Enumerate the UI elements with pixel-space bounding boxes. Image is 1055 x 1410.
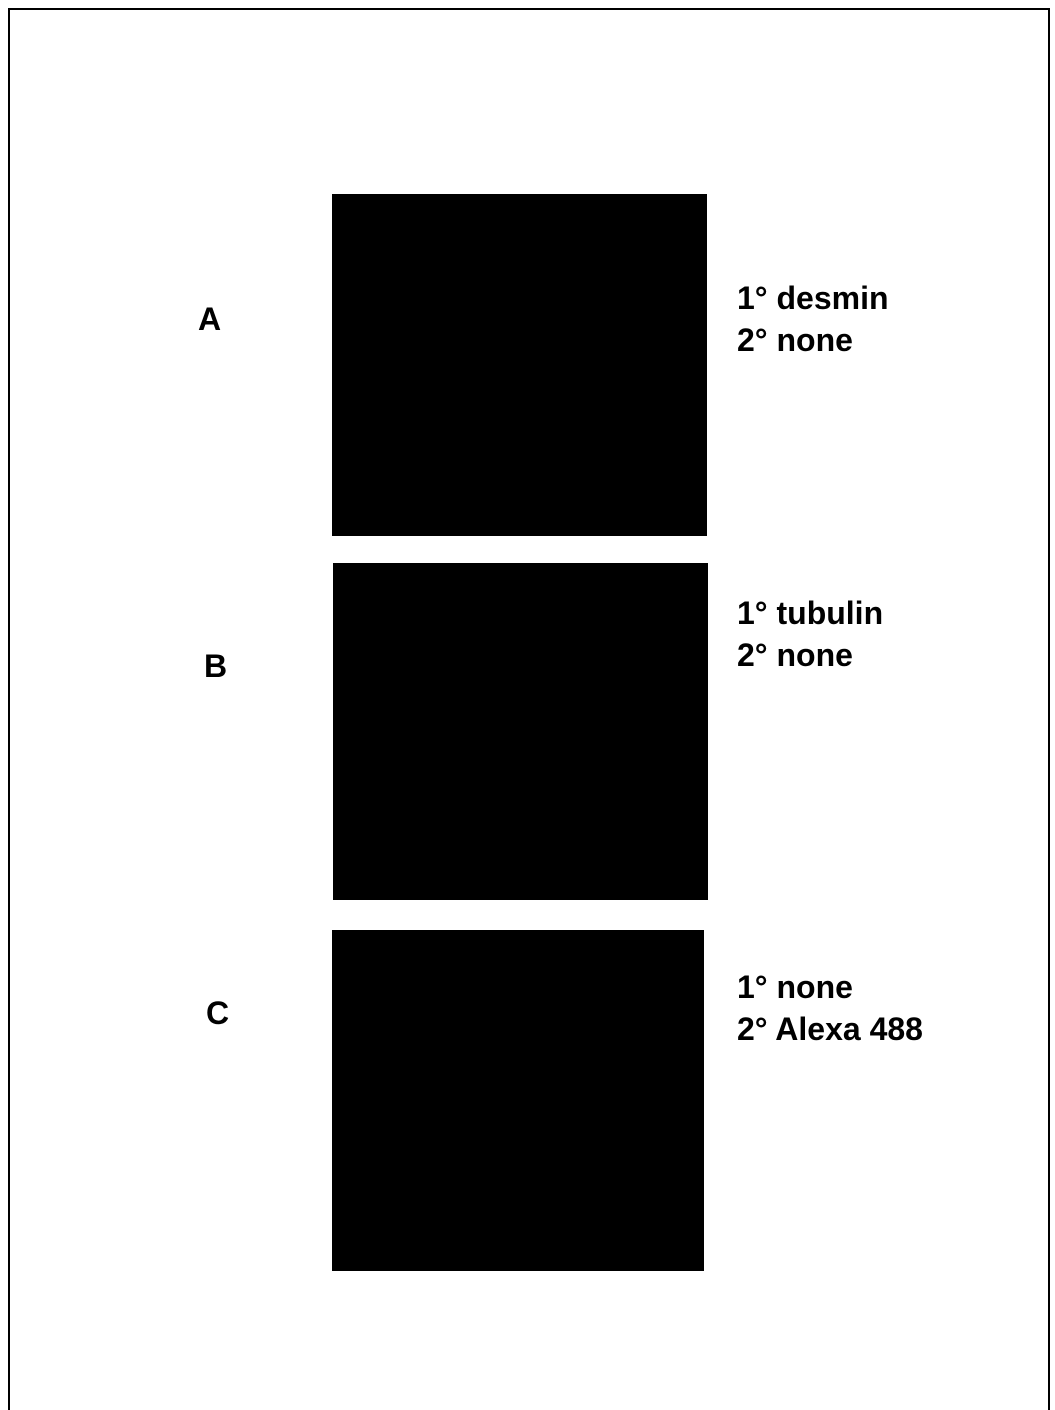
condition-line: 2° none	[737, 634, 883, 676]
micrograph	[333, 563, 708, 900]
micrograph	[332, 930, 704, 1271]
panel-label: C	[206, 997, 229, 1029]
condition-line: 2° Alexa 488	[737, 1008, 923, 1050]
condition-text: 1° desmin 2° none	[737, 277, 889, 361]
condition-line: 1° tubulin	[737, 592, 883, 634]
condition-text: 1° tubulin 2° none	[737, 592, 883, 676]
condition-line: 1° none	[737, 966, 923, 1008]
figure-page: A 1° desmin 2° none B 1° tubulin 2° none…	[0, 0, 1055, 1410]
panel-label: A	[198, 303, 221, 335]
condition-line: 2° none	[737, 319, 889, 361]
micrograph	[332, 194, 707, 536]
condition-line: 1° desmin	[737, 277, 889, 319]
condition-text: 1° none 2° Alexa 488	[737, 966, 923, 1050]
panel-label: B	[204, 650, 227, 682]
